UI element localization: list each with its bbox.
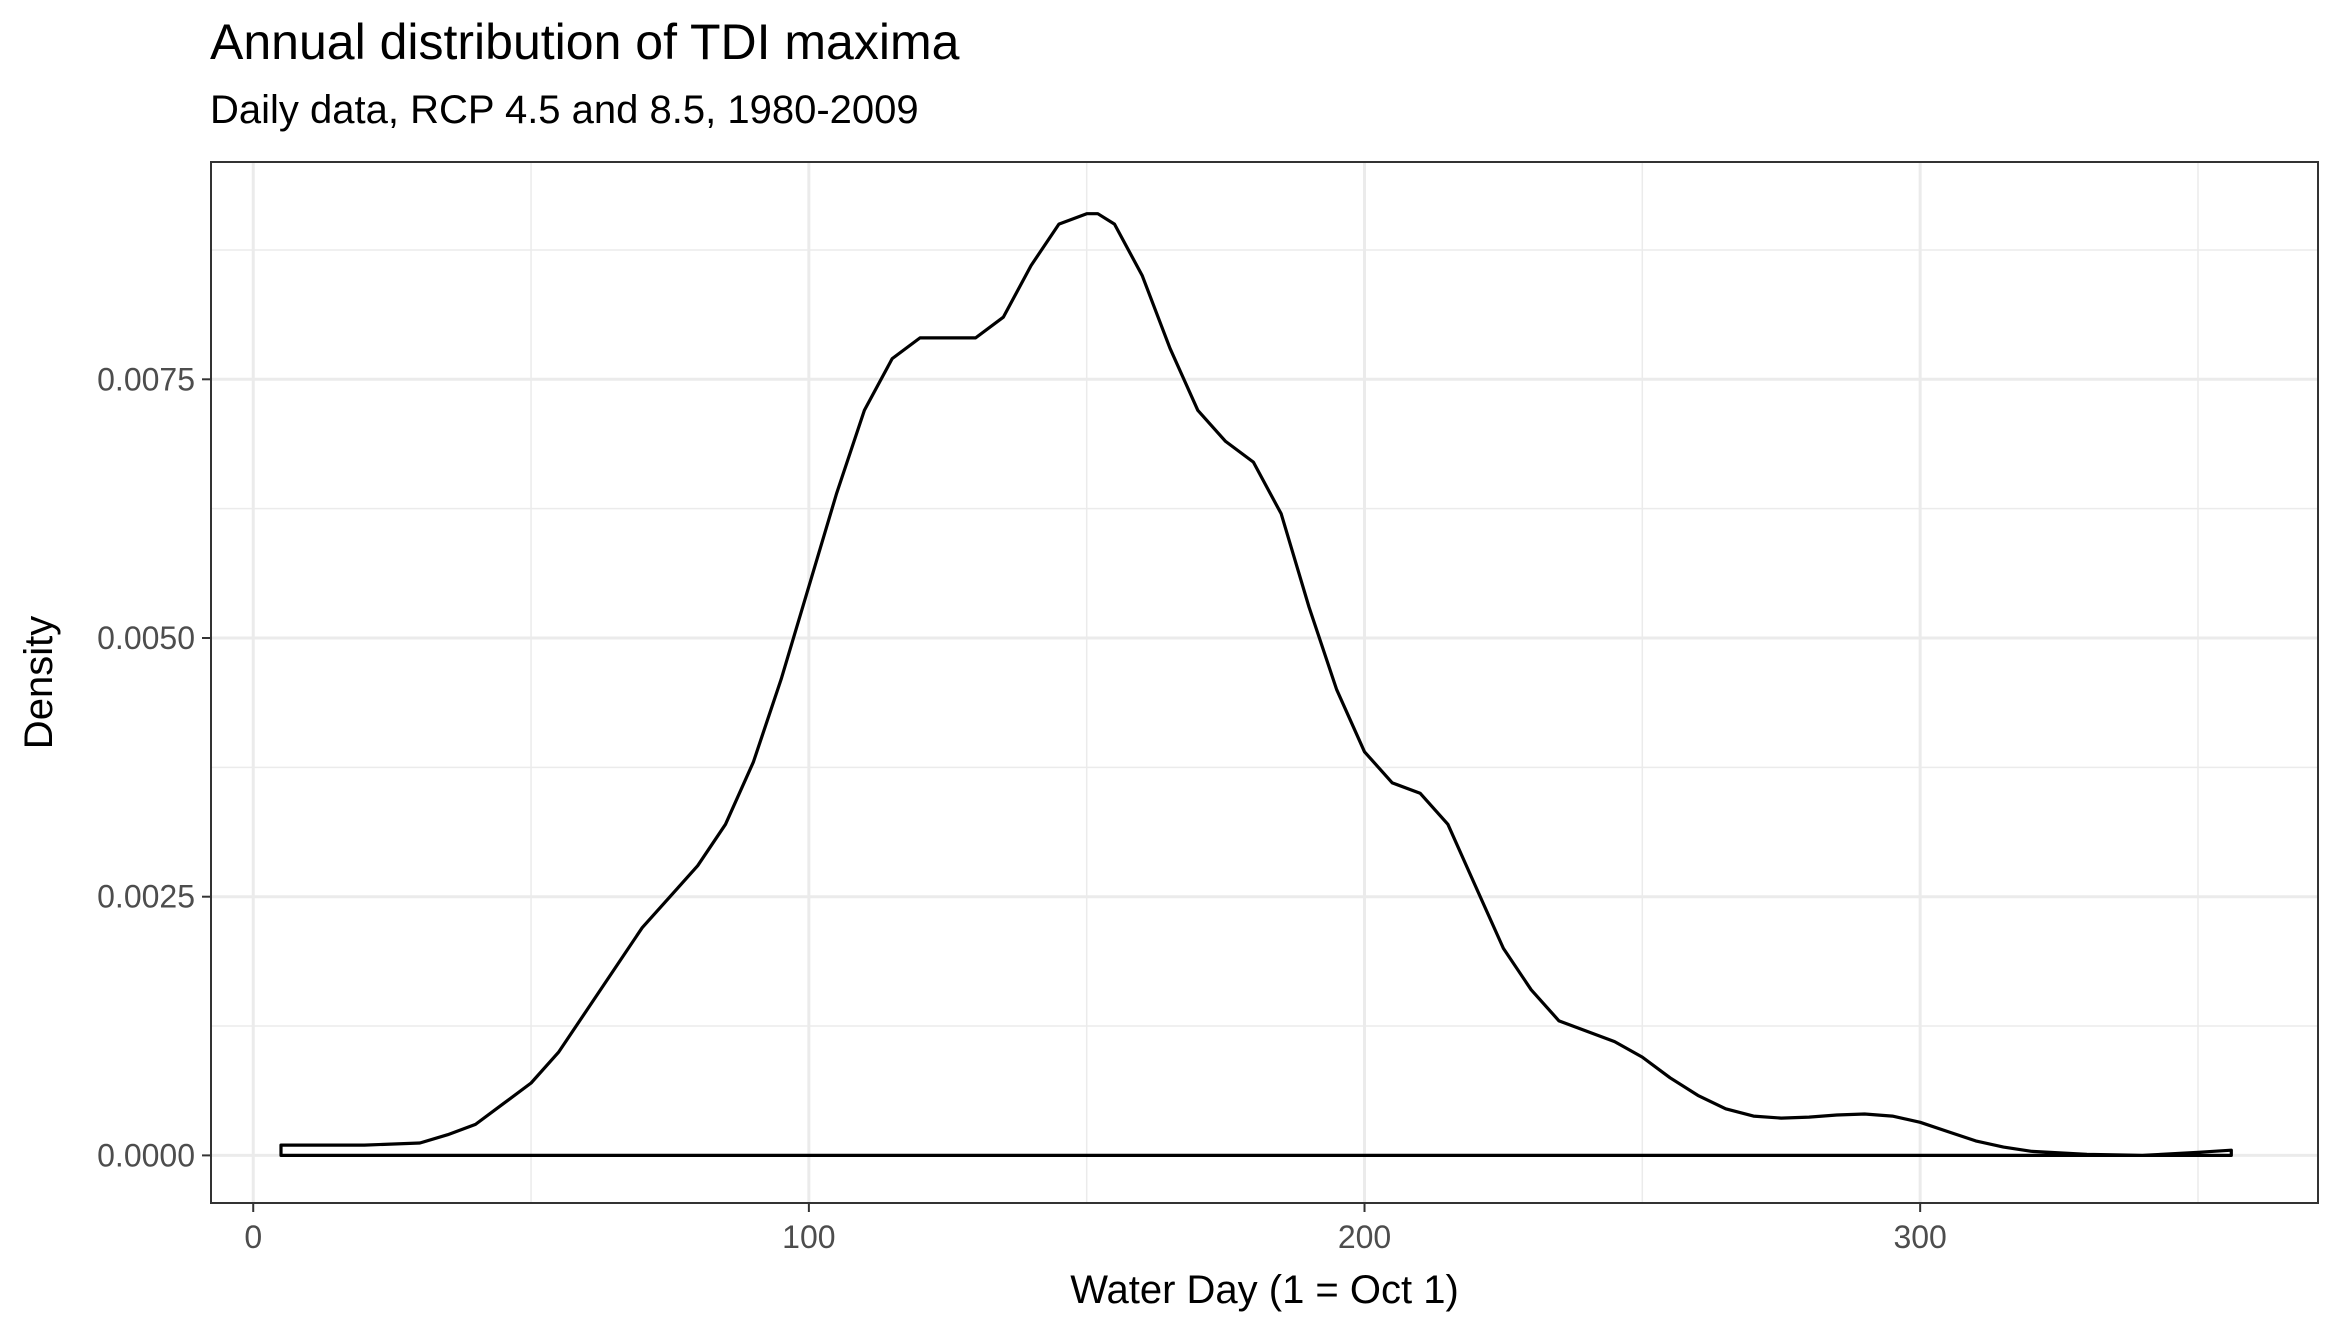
y-tick-label: 0.0025 bbox=[97, 879, 195, 915]
chart-subtitle: Daily data, RCP 4.5 and 8.5, 1980-2009 bbox=[210, 88, 919, 132]
y-tick-label: 0.0050 bbox=[97, 620, 195, 656]
density-curve bbox=[279, 212, 2233, 1157]
x-axis-title: Water Day (1 = Oct 1) bbox=[1070, 1268, 1459, 1312]
x-tick-label: 200 bbox=[1338, 1219, 1391, 1255]
y-tick-label: 0.0075 bbox=[97, 361, 195, 397]
plot-panel-border bbox=[210, 161, 2319, 1204]
y-tick-label: 0.0000 bbox=[97, 1137, 195, 1173]
x-axis-ticks: 0 100 200 300 bbox=[244, 1203, 1947, 1255]
y-axis-ticks: 0.0000 0.0025 0.0050 0.0075 bbox=[97, 361, 211, 1173]
minor-grid bbox=[211, 162, 2318, 1203]
major-grid bbox=[211, 162, 2318, 1203]
y-axis-title: Density bbox=[17, 616, 61, 749]
x-tick-label: 0 bbox=[244, 1219, 262, 1255]
chart-title: Annual distribution of TDI maxima bbox=[210, 14, 960, 70]
x-tick-label: 300 bbox=[1893, 1219, 1946, 1255]
x-tick-label: 100 bbox=[782, 1219, 835, 1255]
